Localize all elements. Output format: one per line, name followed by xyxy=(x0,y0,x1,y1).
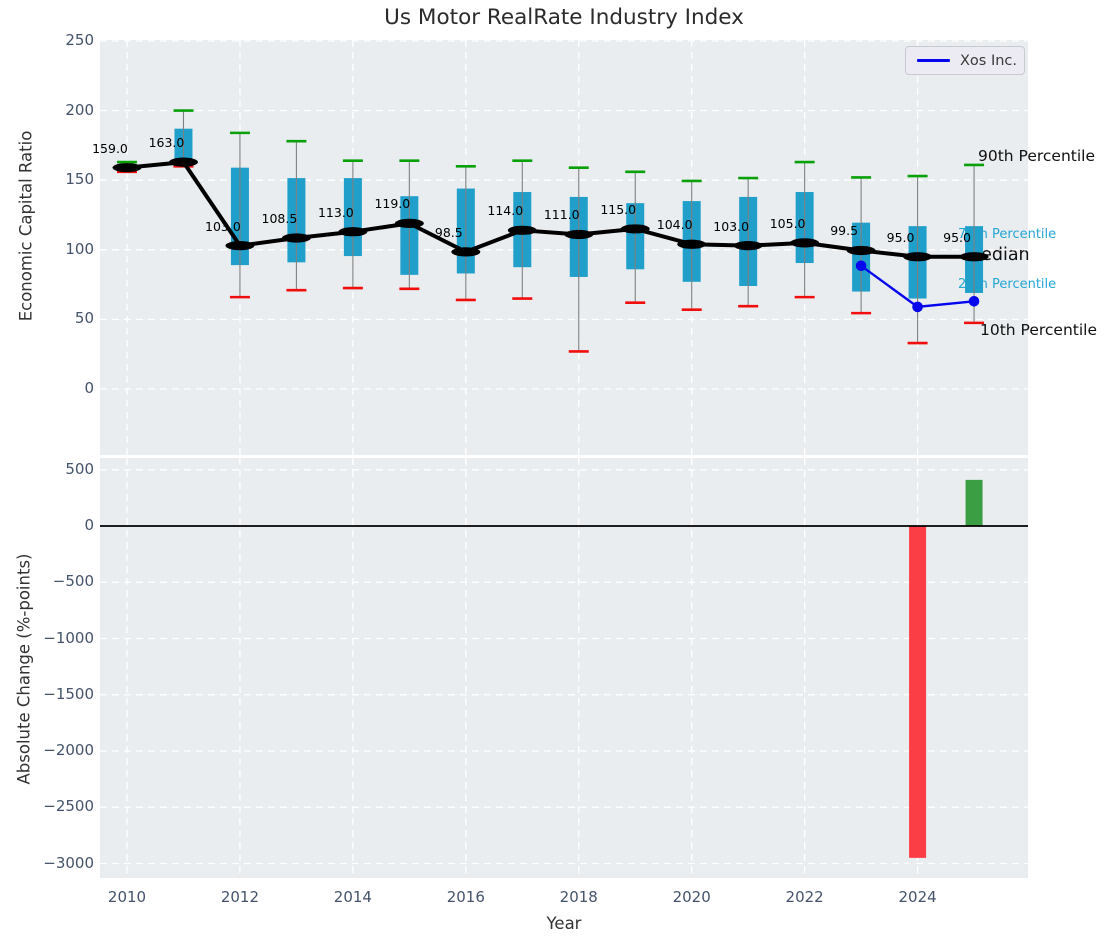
median-value-label-2021: 103.0 xyxy=(713,218,750,234)
median-marker-2011 xyxy=(168,157,198,167)
median-marker-2021 xyxy=(733,241,763,251)
xos-point-2024 xyxy=(912,301,923,313)
boxplot-chart-svg xyxy=(100,40,1028,455)
change-bar-2025 xyxy=(965,479,983,526)
y-tick-bottom-500: 500 xyxy=(65,459,94,478)
y-tick-bottom-−3000: −3000 xyxy=(43,853,94,872)
legend-label: Xos Inc. xyxy=(960,52,1018,69)
median-marker-2024 xyxy=(903,252,933,262)
xos-point-2023 xyxy=(855,260,867,272)
x-tick-2012: 2012 xyxy=(220,888,260,906)
y-tick-top-250: 250 xyxy=(65,31,94,49)
x-tick-2010: 2010 xyxy=(107,888,147,906)
median-value-label-2020: 104.0 xyxy=(656,217,693,233)
median-value-label-2018: 111.0 xyxy=(543,207,580,223)
y-tick-top-200: 200 xyxy=(65,100,94,119)
y-tick-bottom-−500: −500 xyxy=(52,572,94,591)
median-marker-2018 xyxy=(564,229,594,240)
median-value-label-2014: 113.0 xyxy=(317,204,354,220)
median-marker-2010 xyxy=(112,163,142,173)
median-value-label-2010: 159.0 xyxy=(92,140,128,156)
median-marker-2012 xyxy=(225,241,255,251)
top-axes-background xyxy=(100,40,1028,455)
median-marker-2014 xyxy=(338,227,368,237)
change-bar-2024 xyxy=(909,526,927,858)
median-value-label-2023: 99.5 xyxy=(830,223,859,239)
annotation-90th-percentile: 90th Percentile xyxy=(978,147,1096,165)
y-tick-bottom-0: 0 xyxy=(84,516,94,534)
x-tick-2016: 2016 xyxy=(446,888,485,906)
median-value-label-2025: 95.0 xyxy=(943,229,971,245)
median-marker-2015 xyxy=(394,218,424,228)
median-marker-2019 xyxy=(620,224,650,234)
median-value-label-2019: 115.0 xyxy=(600,201,637,217)
bar-chart-svg xyxy=(100,458,1028,878)
x-tick-2020: 2020 xyxy=(672,888,711,906)
y-tick-bottom-−2000: −2000 xyxy=(43,741,94,759)
median-marker-2025 xyxy=(959,252,989,262)
x-tick-2014: 2014 xyxy=(333,888,372,906)
median-trend-line xyxy=(125,160,977,259)
median-value-label-2016: 98.5 xyxy=(434,224,463,240)
median-marker-2022 xyxy=(790,238,820,248)
x-tick-2022: 2022 xyxy=(785,888,824,906)
median-marker-2017 xyxy=(507,225,537,235)
y-tick-top-100: 100 xyxy=(65,239,94,258)
x-tick-2024: 2024 xyxy=(898,888,937,906)
y-axis-label-top: Economic Capital Ratio xyxy=(16,130,36,322)
annotation-10th-percentile: 10th Percentile xyxy=(980,321,1098,339)
xos-point-2025 xyxy=(968,296,980,307)
y-tick-bottom-−1000: −1000 xyxy=(43,628,94,647)
median-marker-2020 xyxy=(677,239,707,249)
median-value-label-2015: 119.0 xyxy=(374,196,411,212)
median-value-label-2022: 105.0 xyxy=(769,215,806,231)
median-value-label-2012: 103.0 xyxy=(205,218,241,234)
y-tick-bottom-−2500: −2500 xyxy=(43,797,94,816)
median-value-label-2024: 95.0 xyxy=(886,229,915,245)
median-marker-2023 xyxy=(846,245,876,256)
median-value-label-2017: 114.0 xyxy=(487,203,524,219)
median-marker-2016 xyxy=(451,247,481,257)
y-tick-bottom-−1500: −1500 xyxy=(43,684,94,703)
y-tick-top-150: 150 xyxy=(65,170,94,189)
bottom-axes-background xyxy=(100,458,1028,878)
legend: Xos Inc. xyxy=(905,46,1025,75)
median-value-label-2011: 163.0 xyxy=(148,135,185,151)
y-tick-top-50: 50 xyxy=(74,309,94,328)
bottom-axes-plot-area xyxy=(100,458,1028,878)
x-axis-label: Year xyxy=(546,914,582,933)
legend-line-swatch-icon xyxy=(917,59,950,62)
median-value-label-2013: 108.5 xyxy=(261,210,298,226)
median-marker-2013 xyxy=(281,233,311,243)
y-tick-top-0: 0 xyxy=(84,379,94,397)
x-tick-2018: 2018 xyxy=(559,888,598,906)
chart-title: Us Motor RealRate Industry Index xyxy=(384,5,744,30)
top-axes-plot-area xyxy=(100,40,1028,455)
